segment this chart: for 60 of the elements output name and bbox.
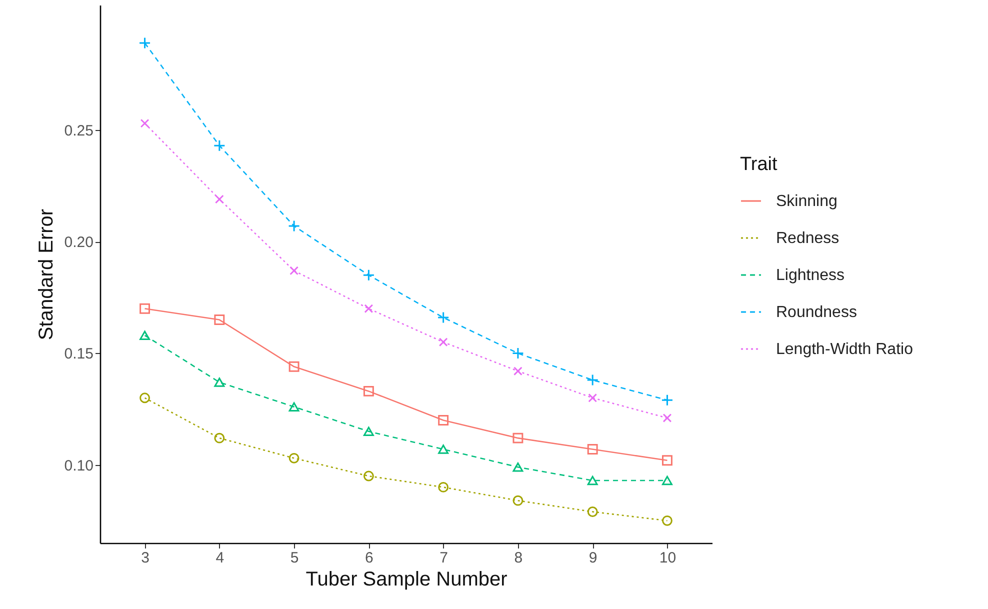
point [662,515,672,526]
legend-title: Trait [740,154,778,175]
x-tick-label: 10 [659,550,676,566]
point [513,366,522,376]
y-tick-label: 0.15 [64,346,94,363]
point [140,303,150,314]
point [512,347,524,360]
point [587,476,598,486]
point [587,444,598,454]
point [586,374,599,386]
point [214,432,225,444]
x-tick-label: 4 [216,550,224,566]
point [290,266,299,276]
x-axis-title: Tuber Sample Number [306,568,508,590]
point [363,426,374,436]
point [362,269,375,282]
point [662,476,672,486]
point [438,338,448,347]
point [588,393,598,402]
point [363,386,374,396]
point [438,482,449,492]
point [662,455,672,466]
x-tick-label: 8 [514,550,523,566]
legend-label: Redness [776,230,840,247]
point [512,432,524,444]
point [662,414,672,422]
point [587,506,598,517]
x-tick-label: 6 [365,550,374,566]
x-tick-label: 5 [290,550,299,566]
x-tick-label: 9 [588,550,598,566]
legend-label: Lightness [776,267,844,284]
x-tick-label: 7 [440,550,448,566]
point [364,304,374,314]
point [438,444,449,454]
point [512,462,524,472]
point [213,140,226,152]
point [138,36,151,49]
point [140,330,150,340]
point [363,470,374,482]
point [214,194,224,204]
point [512,495,524,506]
y-tick-label: 0.25 [64,122,94,140]
point [438,415,449,426]
x-tick-label: 3 [141,550,150,566]
point [437,312,450,324]
point [288,220,300,232]
y-tick-label: 0.20 [64,234,94,252]
legend-label: Length-Width Ratio [776,341,914,358]
y-tick-label: 0.10 [64,457,94,474]
point [288,361,300,372]
point [288,452,300,464]
point [140,118,150,128]
legend-label: Roundness [776,304,857,321]
legend-label: Skinning [776,193,838,210]
point [288,402,300,412]
y-axis-title: Standard Error [35,208,58,340]
point [661,394,674,406]
point [214,314,225,325]
point [214,378,225,387]
point [140,392,150,404]
